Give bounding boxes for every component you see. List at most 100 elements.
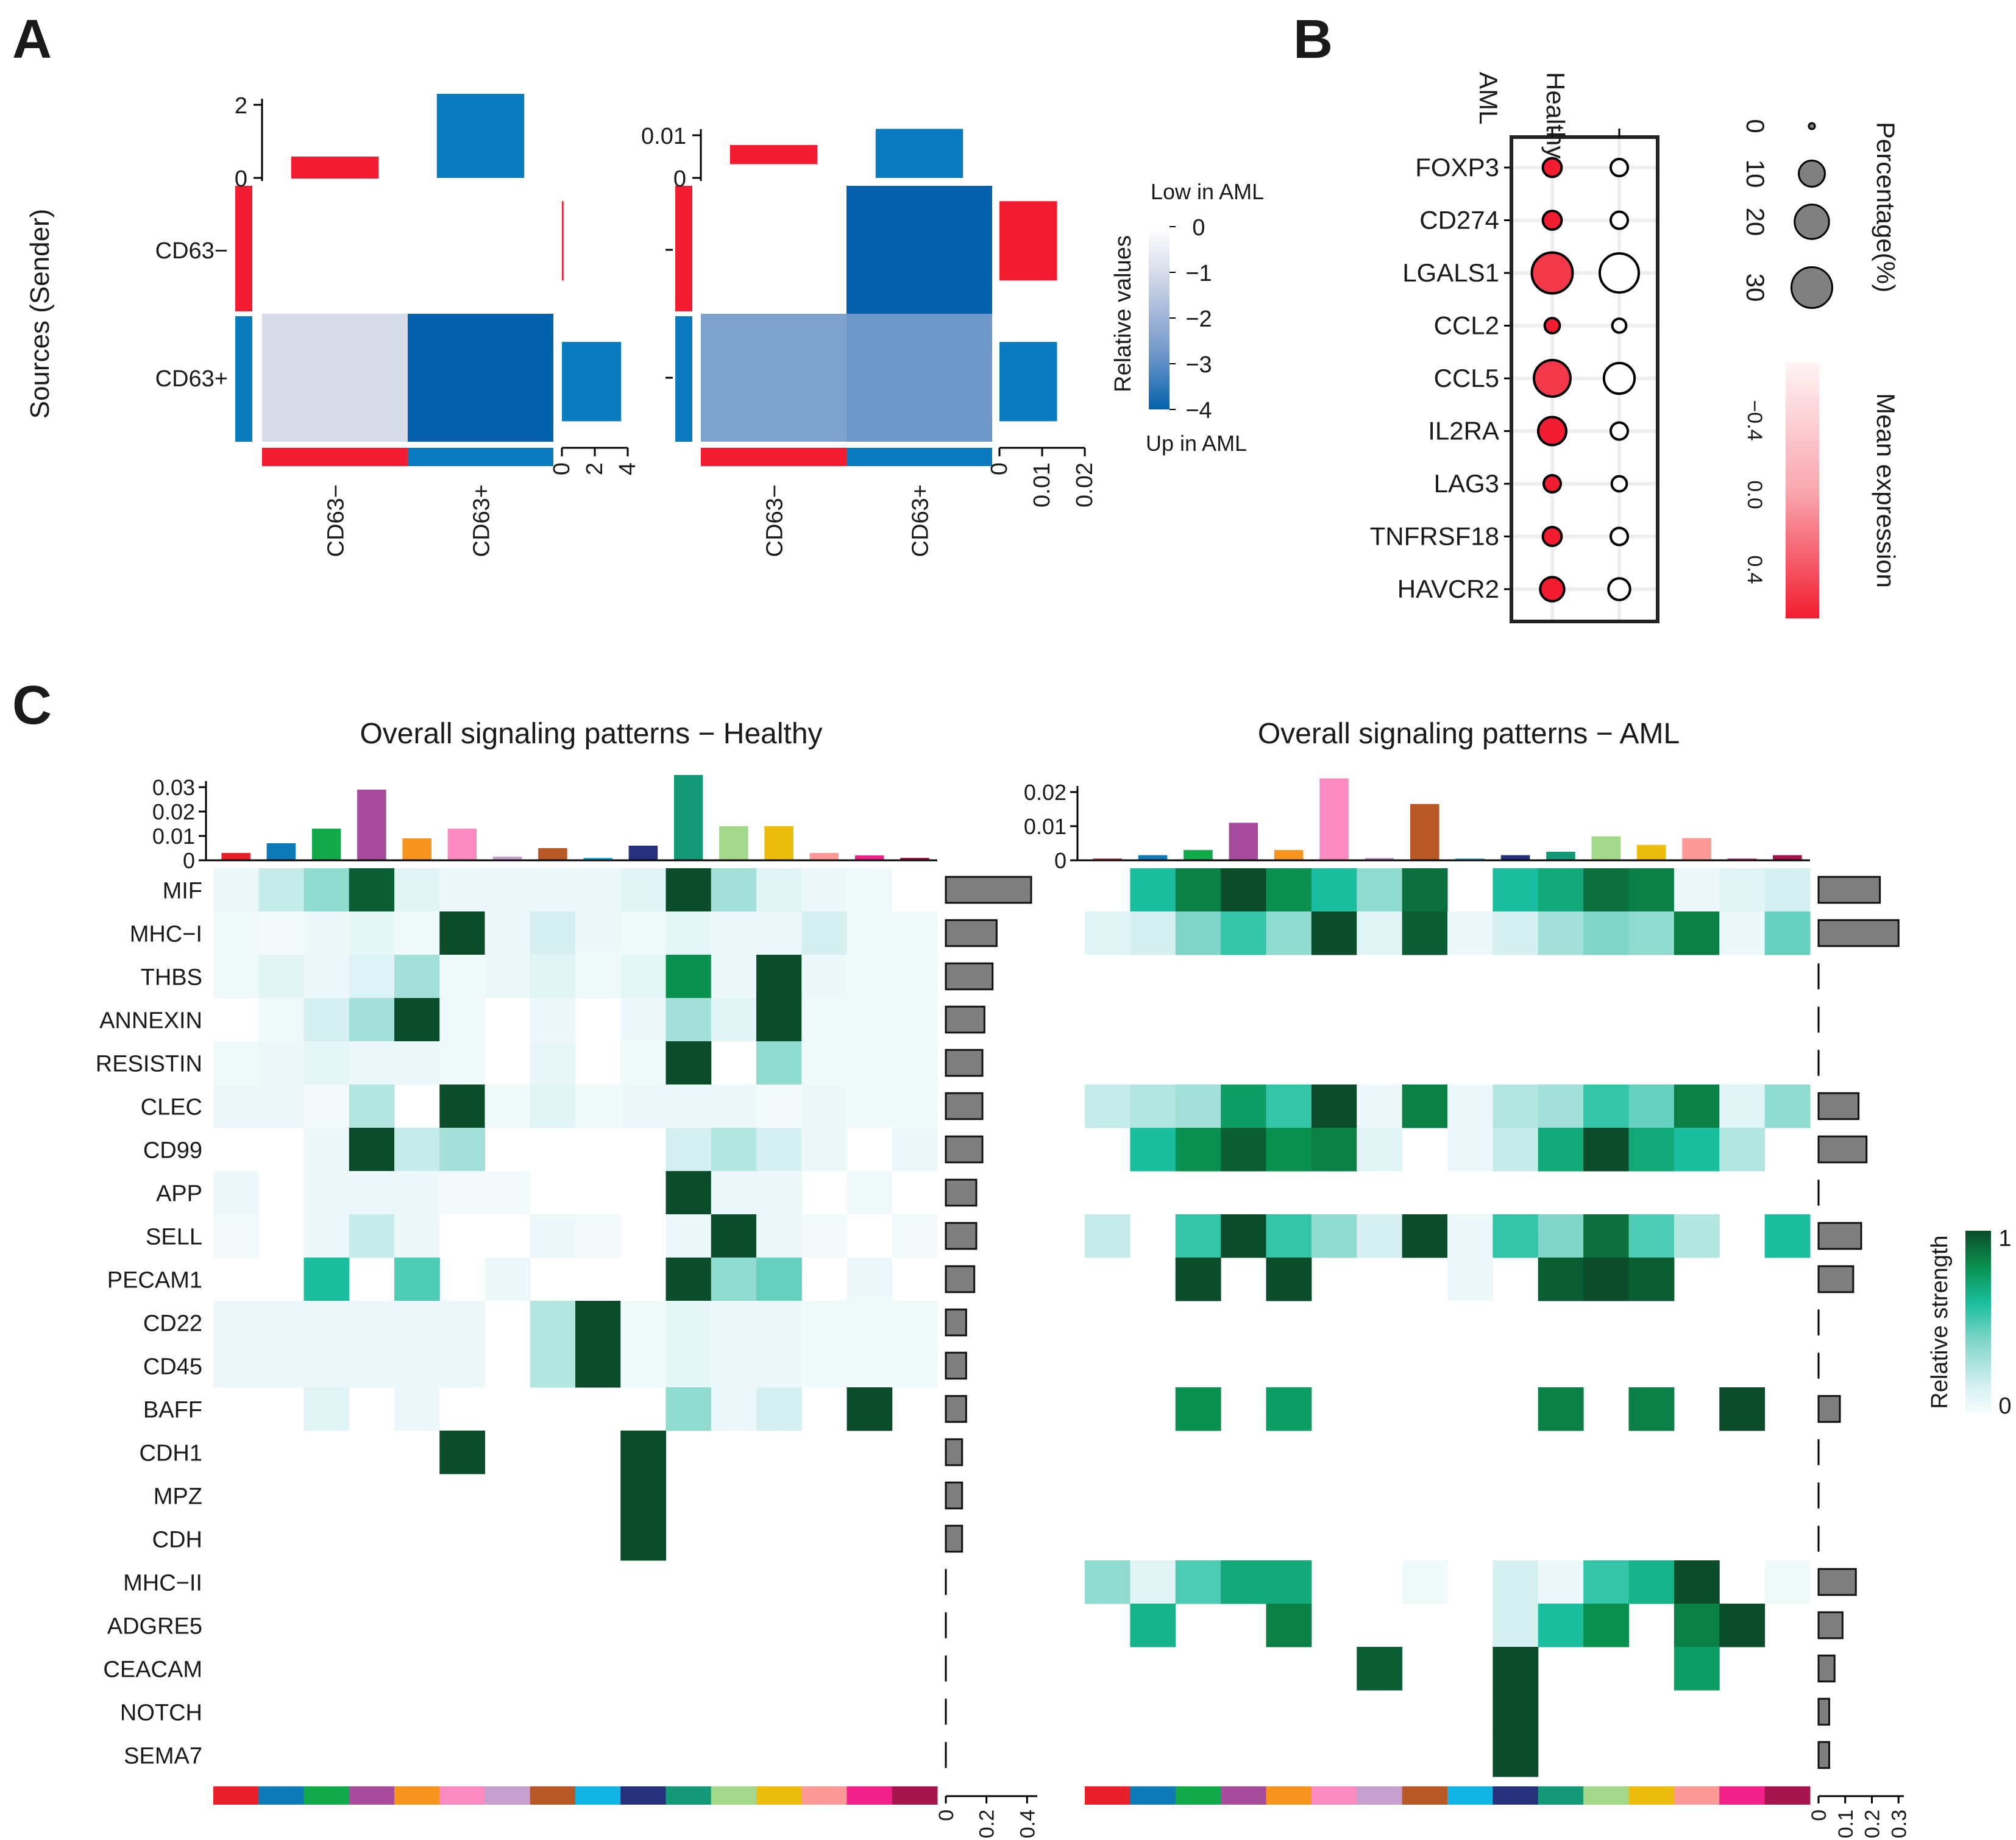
top-axis-label: 0.01 xyxy=(1024,814,1067,839)
heatmap-cell xyxy=(620,998,666,1042)
cell-type-strip xyxy=(892,1786,938,1805)
heatmap-cell xyxy=(213,911,259,955)
heatmap-cell xyxy=(847,1387,893,1431)
top-axis-label: 0.01 xyxy=(641,124,686,149)
top-axis-label: 0 xyxy=(235,166,247,192)
row-strength-bar xyxy=(945,1438,964,1467)
heatmap-cell xyxy=(665,1041,712,1085)
heatmap-cell xyxy=(349,1214,395,1258)
top-axis-label: 0.02 xyxy=(152,799,195,824)
heatmap-cell xyxy=(1175,868,1221,912)
top-signal-bar xyxy=(311,829,341,860)
heatmap-cell xyxy=(801,1214,847,1258)
heatmap-cell xyxy=(439,1344,485,1388)
heatmap-cell xyxy=(892,1344,938,1388)
heatmap-cell xyxy=(1175,1128,1221,1172)
heatmap-cell xyxy=(575,1085,621,1128)
row-strength-bar xyxy=(1817,1395,1841,1423)
expression-dot xyxy=(1543,317,1561,334)
right-axis-label: 0 xyxy=(1808,1810,1831,1821)
heatmap-cell xyxy=(439,1041,485,1085)
heatmap-cell xyxy=(801,1301,847,1345)
heatmap-cell xyxy=(303,1085,350,1128)
heatmap-cell xyxy=(258,1344,304,1388)
heatmap-cell xyxy=(1311,1214,1357,1258)
column-label: CD63− xyxy=(762,484,788,557)
y-axis-title: Sources (Sender) xyxy=(25,209,55,419)
heatmap-cell xyxy=(1492,1085,1539,1128)
heatmap-cell xyxy=(756,1171,802,1215)
heatmap-title: Overall signaling patterns − Healthy xyxy=(360,718,822,750)
heatmap-cell xyxy=(349,1085,395,1128)
gene-label: HAVCR2 xyxy=(1397,575,1499,603)
heatmap-cell xyxy=(847,186,992,314)
heatmap-cell xyxy=(711,1387,757,1431)
legend-tick-label: 0 xyxy=(1192,215,1205,241)
heatmap-cell xyxy=(801,1344,847,1388)
gene-label: CCL2 xyxy=(1434,311,1499,340)
heatmap-cell xyxy=(711,998,757,1042)
heatmap-cell xyxy=(665,998,712,1042)
receiver-strip-cd63pos xyxy=(847,448,992,466)
heatmap-cell xyxy=(1583,1560,1629,1604)
cell-type-strip xyxy=(394,1786,440,1805)
row-label: CD63+ xyxy=(155,366,228,392)
heatmap-cell xyxy=(1583,911,1629,955)
top-signal-bar xyxy=(583,858,612,860)
heatmap-cell xyxy=(1266,1214,1312,1258)
receiver-strip-cd63neg xyxy=(701,448,847,466)
legend-tick-label: −3 xyxy=(1185,352,1212,378)
legend-title: Relative values xyxy=(1110,235,1136,392)
column-total-bar xyxy=(291,157,379,179)
size-legend-dot xyxy=(1808,122,1816,130)
heatmap-cell xyxy=(801,1041,847,1085)
heatmap-cell xyxy=(213,1214,259,1258)
cell-type-strip xyxy=(756,1786,802,1805)
heatmap-cell xyxy=(620,1474,666,1518)
row-strength-bar xyxy=(1817,1697,1830,1726)
heatmap-cell xyxy=(665,1258,712,1301)
heatmap-cell xyxy=(1628,1085,1675,1128)
heatmap-cell xyxy=(394,1301,440,1345)
expression-dot xyxy=(1609,526,1630,547)
heatmap-cell xyxy=(1402,911,1448,955)
right-axis-label: 0.2 xyxy=(1861,1810,1884,1838)
heatmap-cell xyxy=(1673,1560,1720,1604)
sender-strip-cd63pos xyxy=(235,316,252,442)
heatmap-cell xyxy=(349,955,395,999)
heatmap-cell xyxy=(1583,1214,1629,1258)
heatmap-cell xyxy=(530,1301,576,1345)
cell-type-strip xyxy=(1221,1786,1266,1805)
heatmap-cell xyxy=(1130,1604,1176,1647)
heatmap-cell xyxy=(1628,1560,1675,1604)
heatmap-cell xyxy=(711,1128,757,1172)
heatmap-cell xyxy=(847,1258,893,1301)
heatmap-cell xyxy=(756,998,802,1042)
heatmap-cell xyxy=(530,1041,576,1085)
row-strength-bar xyxy=(1817,1568,1857,1596)
heatmap-cell xyxy=(1311,911,1357,955)
heatmap-cell xyxy=(665,1128,712,1172)
heatmap-cell xyxy=(847,868,893,912)
right-axis-label: 0.1 xyxy=(1834,1810,1858,1838)
cell-type-strip xyxy=(1538,1786,1584,1805)
heatmap-cell xyxy=(575,1344,621,1388)
heatmap-cell xyxy=(1266,1258,1312,1301)
expression-dot xyxy=(1541,526,1563,547)
heatmap-cell xyxy=(1221,1085,1266,1128)
top-signal-bar xyxy=(1636,844,1666,860)
top-signal-bar xyxy=(402,838,431,860)
heatmap-cell xyxy=(1085,1560,1130,1604)
heatmap-cell xyxy=(711,868,757,912)
heatmap-cell xyxy=(1719,1085,1766,1128)
heatmap-cell xyxy=(303,1041,350,1085)
heatmap-cell xyxy=(394,911,440,955)
heatmap-cell xyxy=(665,1344,712,1388)
heatmap-cell xyxy=(1628,911,1675,955)
heatmap-cell xyxy=(756,1301,802,1345)
heatmap-cell xyxy=(1673,1647,1720,1691)
heatmap-cell xyxy=(1175,1085,1221,1128)
expression-dot xyxy=(1541,210,1563,231)
cell-type-strip xyxy=(1764,1786,1811,1805)
heatmap-title: Overall signaling patterns − AML xyxy=(1258,718,1680,750)
